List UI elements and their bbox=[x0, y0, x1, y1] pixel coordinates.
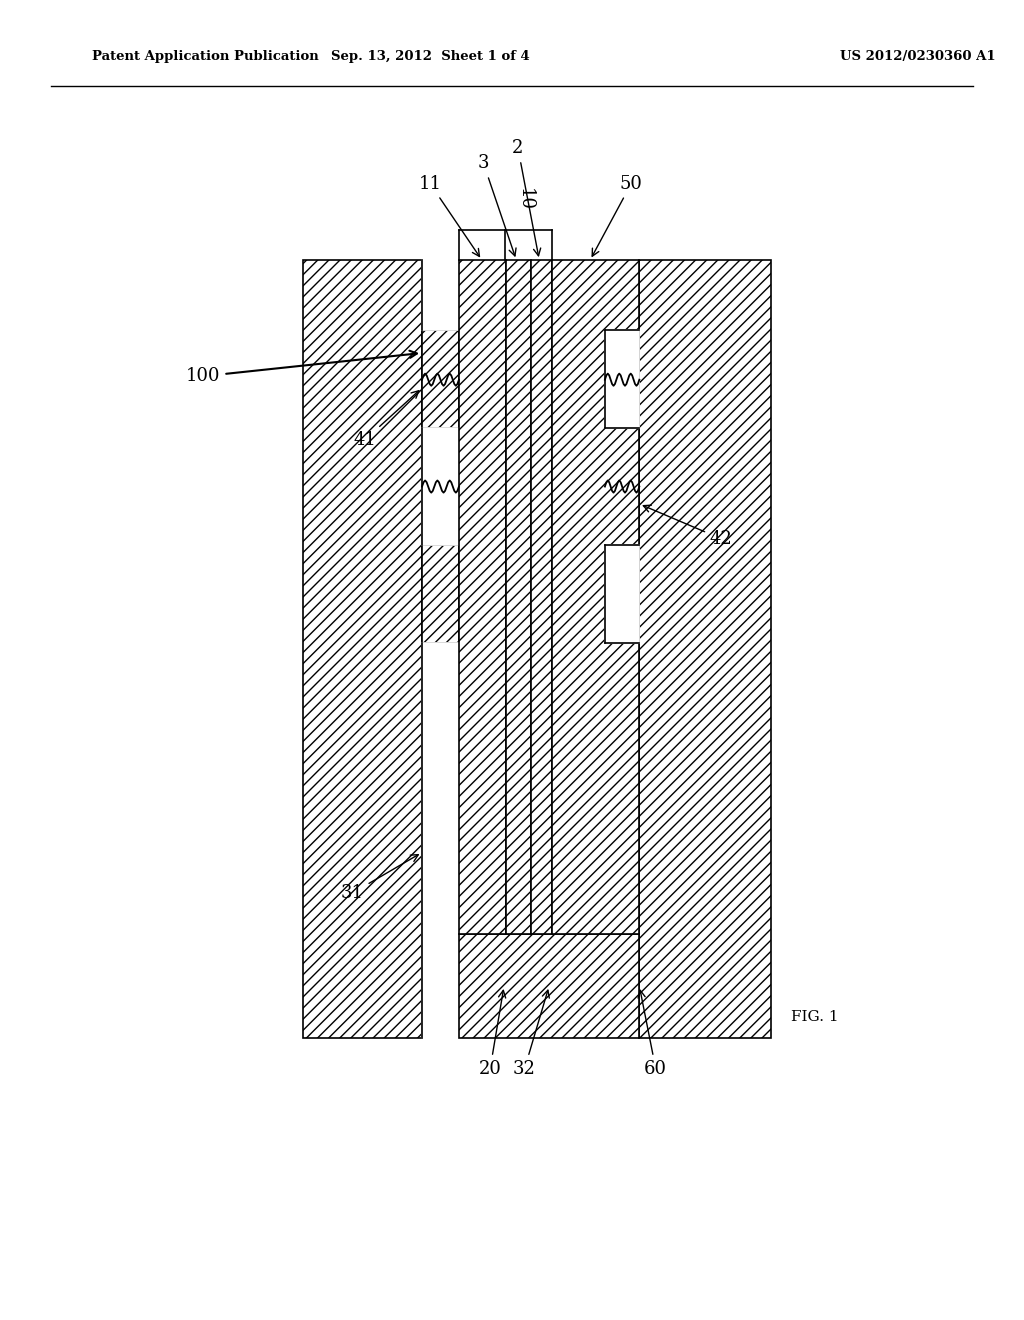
Text: Sep. 13, 2012  Sheet 1 of 4: Sep. 13, 2012 Sheet 1 of 4 bbox=[331, 50, 529, 63]
Polygon shape bbox=[422, 643, 459, 1039]
Text: FIG. 1: FIG. 1 bbox=[791, 1010, 839, 1024]
Polygon shape bbox=[422, 429, 459, 545]
Text: 2: 2 bbox=[512, 139, 541, 256]
Polygon shape bbox=[459, 933, 639, 1039]
Polygon shape bbox=[531, 260, 552, 933]
Text: 100: 100 bbox=[186, 351, 417, 385]
Text: 3: 3 bbox=[478, 154, 516, 256]
Text: 41: 41 bbox=[353, 391, 419, 449]
Text: 42: 42 bbox=[643, 506, 733, 548]
Text: 10: 10 bbox=[516, 189, 535, 211]
Polygon shape bbox=[552, 260, 639, 933]
Text: 32: 32 bbox=[513, 990, 549, 1078]
Polygon shape bbox=[422, 260, 459, 330]
Text: 11: 11 bbox=[419, 174, 479, 256]
Polygon shape bbox=[459, 260, 507, 933]
Text: 60: 60 bbox=[638, 990, 668, 1078]
Polygon shape bbox=[605, 545, 639, 643]
Polygon shape bbox=[605, 330, 639, 429]
Text: 20: 20 bbox=[478, 990, 506, 1078]
Text: US 2012/0230360 A1: US 2012/0230360 A1 bbox=[840, 50, 995, 63]
Polygon shape bbox=[422, 545, 459, 643]
Text: Patent Application Publication: Patent Application Publication bbox=[92, 50, 318, 63]
Polygon shape bbox=[507, 260, 531, 933]
Text: 31: 31 bbox=[341, 854, 418, 902]
Polygon shape bbox=[422, 330, 459, 429]
Polygon shape bbox=[303, 260, 422, 1039]
Text: 50: 50 bbox=[592, 174, 643, 256]
Polygon shape bbox=[639, 260, 770, 1039]
